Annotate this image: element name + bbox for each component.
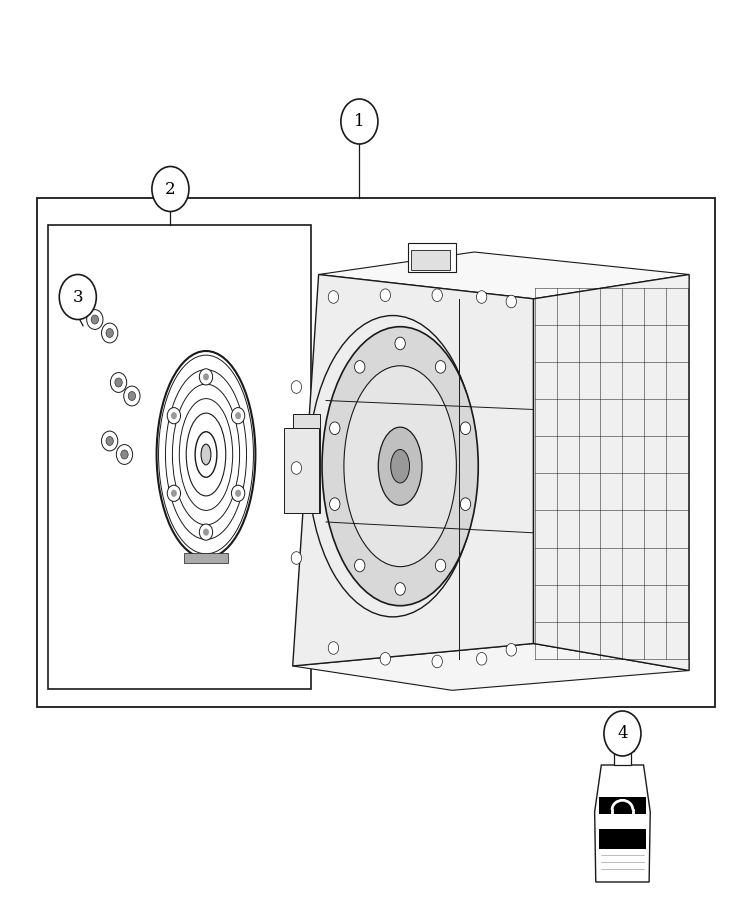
Circle shape [460, 422, 471, 435]
Circle shape [354, 361, 365, 374]
Bar [611, 741, 634, 751]
Ellipse shape [195, 432, 217, 477]
Polygon shape [319, 252, 689, 299]
Circle shape [231, 408, 245, 424]
Circle shape [128, 392, 136, 400]
Circle shape [152, 166, 189, 212]
Circle shape [199, 524, 213, 540]
Circle shape [171, 412, 177, 419]
Ellipse shape [179, 399, 233, 510]
Polygon shape [534, 274, 689, 670]
Ellipse shape [202, 353, 214, 556]
Ellipse shape [186, 413, 226, 496]
Bar [411, 250, 450, 270]
Circle shape [380, 289, 391, 302]
Circle shape [476, 652, 487, 665]
Circle shape [330, 422, 340, 435]
Circle shape [604, 711, 641, 756]
Polygon shape [594, 765, 651, 882]
Circle shape [436, 559, 446, 572]
Circle shape [102, 431, 118, 451]
Bar [614, 751, 631, 765]
Polygon shape [293, 644, 689, 690]
Polygon shape [293, 414, 320, 513]
Circle shape [87, 310, 103, 329]
Circle shape [506, 644, 516, 656]
Circle shape [106, 436, 113, 446]
Circle shape [167, 408, 181, 424]
Circle shape [199, 369, 213, 385]
Bar [599, 814, 645, 829]
Circle shape [328, 291, 339, 303]
Circle shape [432, 289, 442, 302]
Circle shape [291, 381, 302, 393]
Circle shape [106, 328, 113, 338]
Circle shape [231, 485, 245, 501]
Text: 1: 1 [354, 113, 365, 130]
Circle shape [110, 373, 127, 392]
Circle shape [354, 559, 365, 572]
Circle shape [235, 412, 241, 419]
Ellipse shape [165, 370, 247, 539]
Circle shape [203, 528, 209, 536]
Circle shape [291, 462, 302, 474]
Polygon shape [293, 274, 534, 666]
Polygon shape [408, 243, 456, 272]
Circle shape [115, 378, 122, 387]
Text: 2: 2 [165, 181, 176, 197]
Circle shape [167, 485, 181, 501]
Circle shape [171, 490, 177, 497]
Circle shape [341, 99, 378, 144]
Circle shape [432, 655, 442, 668]
Ellipse shape [156, 351, 256, 558]
Circle shape [291, 552, 302, 564]
Circle shape [460, 498, 471, 510]
Ellipse shape [173, 384, 239, 525]
Circle shape [116, 445, 133, 464]
Circle shape [102, 323, 118, 343]
Circle shape [395, 582, 405, 595]
Ellipse shape [344, 365, 456, 567]
Circle shape [203, 374, 209, 381]
Circle shape [124, 386, 140, 406]
Bar [37, 198, 715, 706]
Circle shape [476, 291, 487, 303]
Circle shape [59, 274, 96, 320]
Circle shape [235, 490, 241, 497]
Ellipse shape [159, 356, 253, 554]
Circle shape [91, 315, 99, 324]
Text: 4: 4 [617, 725, 628, 742]
Ellipse shape [322, 327, 478, 606]
Text: 3: 3 [73, 289, 83, 305]
Ellipse shape [391, 449, 410, 483]
Circle shape [121, 450, 128, 459]
Ellipse shape [201, 444, 211, 464]
Ellipse shape [378, 428, 422, 505]
Circle shape [506, 295, 516, 308]
Circle shape [380, 652, 391, 665]
Circle shape [330, 498, 340, 510]
Bar [48, 225, 311, 688]
Circle shape [436, 361, 446, 374]
Circle shape [395, 338, 405, 350]
Bar [184, 553, 228, 563]
Circle shape [328, 642, 339, 654]
Bar [599, 796, 645, 850]
Bar [284, 428, 319, 513]
Ellipse shape [159, 351, 253, 558]
